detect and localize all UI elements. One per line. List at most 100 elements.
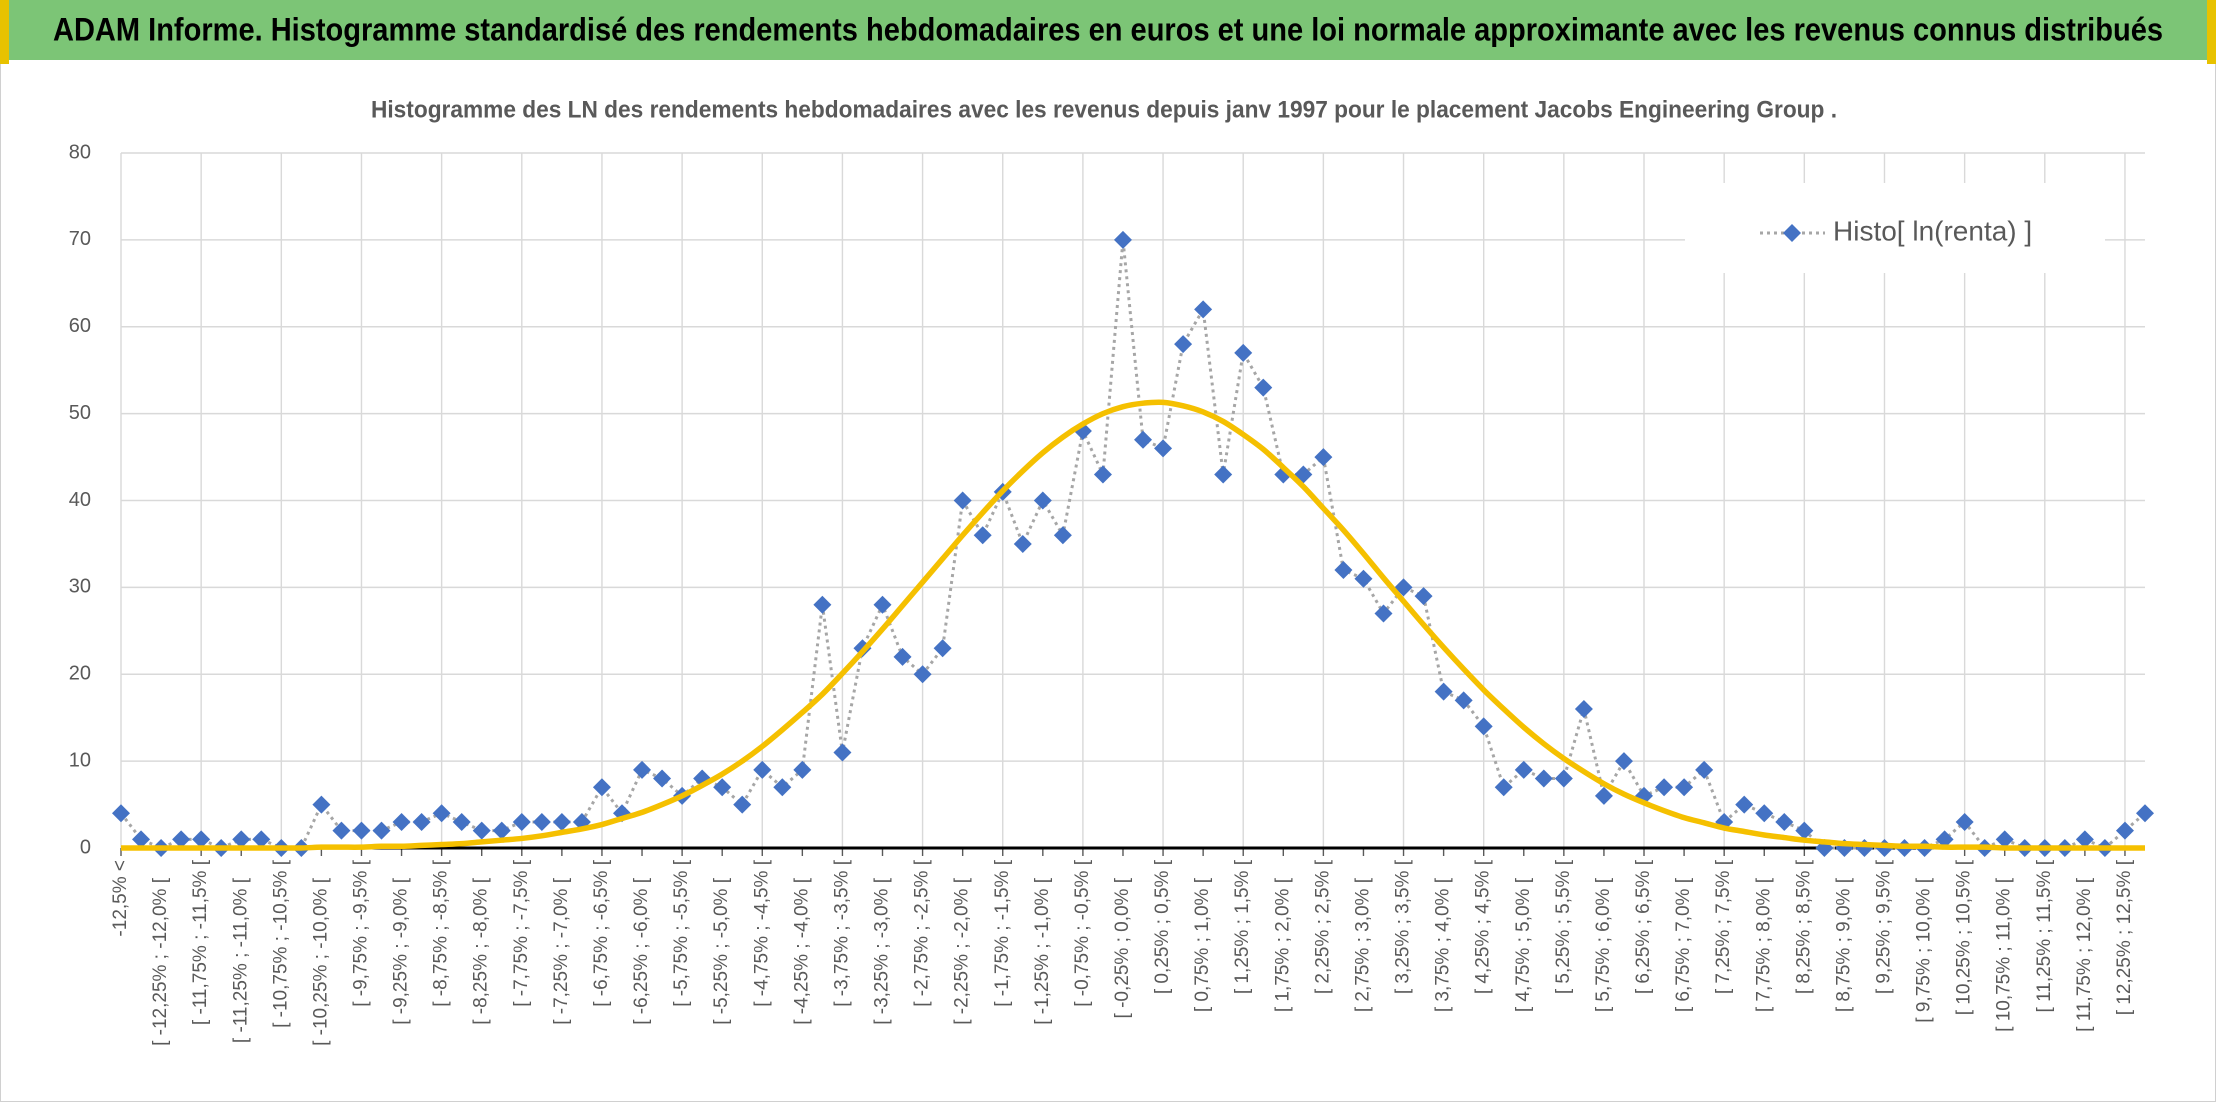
x-tick-label: [ 0,25% ; 0,5% [ [1152, 859, 1173, 994]
header-accent [2207, 0, 2216, 64]
x-tick-label: [ -1,75% ; -1,5% [ [992, 859, 1013, 1007]
x-tick-label: [ 7,75% ; 8,0% [ [1753, 877, 1774, 1012]
data-point [2136, 804, 2154, 823]
data-point [1434, 682, 1453, 701]
data-point [1735, 795, 1754, 814]
page-header: ADAM Informe. Histogramme standardisé de… [53, 11, 2163, 47]
x-tick-label: [ 2,25% ; 2,5% [ [1312, 859, 1333, 994]
data-point [552, 812, 571, 831]
y-tick-label: 80 [69, 141, 91, 163]
data-point [1554, 769, 1573, 788]
x-tick-label: [ -6,25% ; -6,0% [ [631, 877, 652, 1025]
data-point [1093, 465, 1112, 484]
data-point [753, 760, 772, 779]
x-tick-label: [ -8,25% ; -8,0% [ [471, 877, 492, 1025]
data-point [893, 647, 912, 666]
data-point [1033, 491, 1052, 510]
x-tick-label: [ -9,25% ; -9,0% [ [391, 877, 412, 1025]
data-point [833, 743, 852, 762]
data-point [592, 778, 611, 797]
data-point [1194, 300, 1213, 319]
x-tick-label: [ -0,75% ; -0,5% [ [1072, 859, 1093, 1007]
data-point [492, 821, 511, 840]
data-point [1354, 569, 1373, 588]
data-point [1775, 812, 1794, 831]
x-tick-label: [ -11,25% ; -11,0% [ [230, 877, 251, 1043]
data-point [532, 812, 551, 831]
data-point [352, 821, 371, 840]
x-tick-label: [ -4,75% ; -4,5% [ [751, 859, 772, 1007]
x-tick-label: [ -1,25% ; -1,0% [ [1032, 877, 1053, 1025]
data-point [653, 769, 672, 788]
x-tick-label: [ -5,25% ; -5,0% [ [711, 877, 732, 1025]
chart-title: Histogramme des LN des rendements hebdom… [371, 96, 1837, 123]
data-point [973, 526, 992, 545]
legend-marker [1783, 224, 1801, 242]
x-tick-label: [ 12,25% ; 12,5% [ [2114, 859, 2135, 1015]
x-tick-label: [ -0,25% ; 0,0% [ [1112, 877, 1133, 1018]
data-point [733, 795, 752, 814]
data-point [452, 812, 471, 831]
data-point [1494, 778, 1513, 797]
x-tick-label: [ -2,25% ; -2,0% [ [952, 877, 973, 1025]
x-tick-label: [ -5,75% ; -5,5% [ [671, 859, 692, 1007]
data-point [172, 830, 191, 849]
y-tick-label: 0 [80, 836, 91, 858]
x-tick-label: [ -7,25% ; -7,0% [ [551, 877, 572, 1025]
x-tick-label: [ 8,75% ; 9,0% [ [1833, 877, 1854, 1012]
data-point [1013, 534, 1032, 553]
data-point [953, 491, 972, 510]
data-point [332, 821, 351, 840]
header-accent [0, 0, 9, 64]
x-tick-label: [ 11,75% ; 12,0% [ [2074, 877, 2095, 1032]
y-tick-label: 20 [69, 663, 91, 685]
data-point [2075, 830, 2094, 849]
data-point [432, 804, 451, 823]
data-point [132, 830, 151, 849]
legend-box [1685, 183, 2105, 273]
x-tick-label: [ 11,25% ; 11,5% [ [2034, 859, 2055, 1012]
data-point [1053, 526, 1072, 545]
data-point [1514, 760, 1533, 779]
data-point [1374, 604, 1393, 623]
data-point [392, 812, 411, 831]
y-tick-label: 50 [69, 402, 91, 424]
x-tick-label: [ -8,75% ; -8,5% [ [431, 859, 452, 1007]
data-point [1474, 717, 1493, 736]
data-point [2115, 821, 2134, 840]
data-point [1675, 778, 1694, 797]
data-point [512, 812, 531, 831]
data-point [472, 821, 491, 840]
x-tick-label: [ 4,25% ; 4,5% [ [1473, 859, 1494, 994]
series-line [121, 399, 2145, 851]
data-point [1594, 786, 1613, 805]
x-tick-label: [ 0,75% ; 1,0% [ [1192, 877, 1213, 1012]
data-point [1314, 448, 1333, 467]
data-point [913, 665, 932, 684]
data-point [1334, 561, 1353, 579]
data-point [813, 595, 832, 614]
data-point [412, 812, 431, 831]
data-point [1154, 439, 1173, 458]
x-tick-label: [ -6,75% ; -6,5% [ [591, 859, 612, 1007]
data-point [1454, 691, 1473, 710]
data-point [1134, 430, 1153, 449]
y-tick-label: 60 [69, 315, 91, 337]
data-point [252, 830, 271, 849]
x-tick-label: [ 6,75% ; 7,0% [ [1673, 877, 1694, 1012]
x-tick-label: [ 1,75% ; 2,0% [ [1272, 877, 1293, 1012]
data-point [192, 830, 211, 849]
data-point [1254, 378, 1273, 397]
x-tick-label: [ 10,75% ; 11,0% [ [1994, 877, 2015, 1032]
x-tick-label: [ 5,25% ; 5,5% [ [1553, 859, 1574, 994]
x-tick-label: [ 2,75% ; 3,0% [ [1352, 877, 1373, 1012]
data-point [1995, 830, 2014, 849]
x-tick-label: [ -10,75% ; -10,5% [ [270, 859, 291, 1028]
data-point [1234, 343, 1253, 362]
data-point [1214, 465, 1233, 484]
data-point [713, 778, 732, 797]
x-tick-label: [ 7,25% ; 7,5% [ [1713, 859, 1734, 994]
y-tick-label: 40 [69, 489, 91, 511]
data-point [1695, 760, 1714, 779]
x-tick-label: [ 6,25% ; 6,5% [ [1633, 859, 1654, 994]
